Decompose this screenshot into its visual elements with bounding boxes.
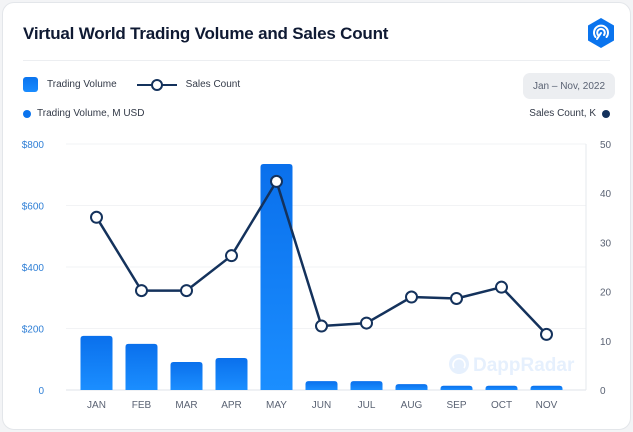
watermark: DappRadar xyxy=(449,354,575,376)
bar-jul xyxy=(350,381,383,390)
right-axis-title: Sales Count, K xyxy=(529,108,610,119)
point-feb xyxy=(135,284,148,298)
legend-label-sales-count: Sales Count xyxy=(185,79,241,90)
x-tick-label: MAY xyxy=(266,400,287,411)
x-tick-label: AUG xyxy=(401,400,423,411)
bar-aug xyxy=(395,384,428,390)
point-may xyxy=(270,174,283,188)
y-left-tick-label: $200 xyxy=(22,325,45,336)
x-tick-label: JAN xyxy=(87,400,106,411)
bar-jan xyxy=(80,335,113,390)
point-jan xyxy=(90,210,103,224)
point-sep xyxy=(450,291,463,305)
x-tick-label: JUL xyxy=(358,400,376,411)
legend-label-trading-volume: Trading Volume xyxy=(47,79,117,90)
y-right-tick-label: 30 xyxy=(600,238,612,249)
right-axis-dot xyxy=(602,109,610,118)
left-axis-dot xyxy=(23,109,31,118)
bar-mar xyxy=(170,362,203,390)
point-nov xyxy=(540,327,553,341)
y-right-tick-label: 10 xyxy=(600,337,612,348)
y-left-tick-label: $600 xyxy=(22,202,45,213)
point-mar xyxy=(180,284,193,298)
x-tick-label: MAR xyxy=(175,400,197,411)
y-right-tick-label: 20 xyxy=(600,288,612,299)
legend-swatch-trading-volume xyxy=(23,77,38,92)
x-tick-label: OCT xyxy=(491,400,512,411)
y-right-tick-label: 50 xyxy=(600,140,612,151)
legend-swatch-sales-count xyxy=(136,78,177,91)
y-right-tick-label: 0 xyxy=(600,386,606,397)
bar-sep xyxy=(440,385,473,390)
x-tick-label: SEP xyxy=(446,400,466,411)
bar-apr xyxy=(215,358,248,390)
x-tick-label: NOV xyxy=(536,400,558,411)
y-left-tick-label: $800 xyxy=(22,140,45,151)
y-left-tick-label: $400 xyxy=(22,263,45,274)
date-range-badge[interactable]: Jan – Nov, 2022 xyxy=(523,73,615,99)
bar-jun xyxy=(305,381,338,390)
right-axis-title-text: Sales Count, K xyxy=(529,108,596,119)
bar-feb xyxy=(125,343,158,390)
bar-nov xyxy=(530,385,563,390)
chart-title: Virtual World Trading Volume and Sales C… xyxy=(23,24,389,43)
x-tick-label: JUN xyxy=(312,400,331,411)
dappradar-logo-icon xyxy=(588,18,614,48)
y-left-tick-label: 0 xyxy=(38,386,44,397)
point-apr xyxy=(225,249,238,263)
y-right-tick-label: 40 xyxy=(600,189,612,200)
left-axis-title: Trading Volume, M USD xyxy=(23,108,144,119)
x-tick-label: APR xyxy=(221,400,242,411)
x-tick-label: FEB xyxy=(132,400,152,411)
bar-oct xyxy=(485,385,518,390)
sales-count-line xyxy=(95,180,548,336)
left-axis-title-text: Trading Volume, M USD xyxy=(37,108,145,119)
point-jul xyxy=(360,316,373,330)
bar-may xyxy=(260,163,293,390)
point-aug xyxy=(405,290,418,304)
point-jun xyxy=(315,319,328,333)
watermark-text: DappRadar xyxy=(473,355,575,376)
chart-legend: Trading Volume Sales Count xyxy=(23,77,240,92)
header-divider xyxy=(23,60,610,61)
point-oct xyxy=(495,280,508,294)
